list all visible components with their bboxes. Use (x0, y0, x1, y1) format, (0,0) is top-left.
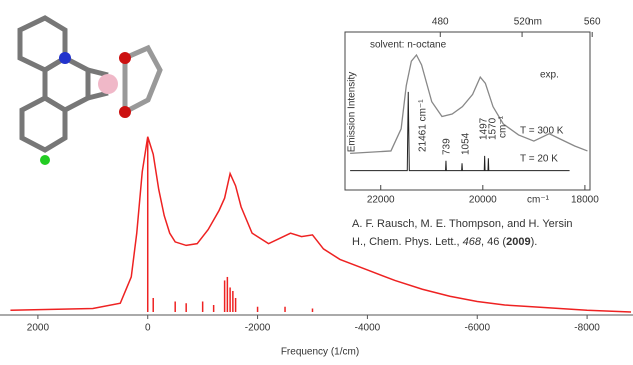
x-tick-label: -2000 (245, 323, 271, 334)
x-tick-label: -8000 (574, 323, 600, 334)
series-label: T = 20 K (520, 154, 558, 165)
citation-volume: 468 (463, 236, 482, 248)
atom (119, 106, 131, 118)
atom (40, 155, 50, 165)
atom (98, 74, 118, 94)
x-axis-label: Frequency (1/cm) (281, 347, 359, 358)
citation-part: H., Chem. Phys. Lett., (352, 236, 463, 248)
annotation: solvent: n-octane (370, 40, 447, 51)
figure: Frequency (1/cm) A. F. Rausch, M. E. Tho… (0, 0, 633, 360)
x2-tick-label: 480 (432, 17, 449, 28)
molecule (20, 18, 160, 150)
x2-axis-label: nm (528, 17, 542, 28)
atom (59, 52, 71, 64)
annotation: 1054 (461, 132, 472, 155)
citation-year: 2009 (506, 236, 530, 248)
x-tick-label: 0 (145, 323, 151, 334)
page: {"chart_data":[ {"type":"line","xlabel":… (0, 0, 633, 365)
x-tick-label: 2000 (27, 323, 50, 334)
x-axis-label: cm⁻¹ (527, 195, 550, 206)
citation-part: , 46 ( (481, 236, 506, 248)
annotation: exp. (540, 70, 559, 81)
series-label: T = 300 K (520, 126, 564, 137)
x-tick-label: -6000 (464, 323, 490, 334)
y-axis-label: Emission Intensity (347, 72, 358, 153)
annotation: cm⁻¹ (498, 115, 509, 138)
atom (119, 52, 131, 64)
x-tick-label: 18000 (571, 195, 599, 206)
citation: A. F. Rausch, M. E. Thompson, and H. Yer… (352, 218, 573, 230)
citation-part: ). (531, 236, 538, 248)
citation: H., Chem. Phys. Lett., 468, 46 (2009). (352, 236, 537, 248)
annotation: 21461 cm⁻¹ (418, 99, 429, 152)
x-tick-label: 20000 (469, 195, 497, 206)
inset-frame (345, 32, 590, 190)
annotation: 739 (442, 138, 453, 155)
x2-tick-label: 560 (584, 17, 601, 28)
x-tick-label: 22000 (367, 195, 395, 206)
x-tick-label: -4000 (355, 323, 381, 334)
